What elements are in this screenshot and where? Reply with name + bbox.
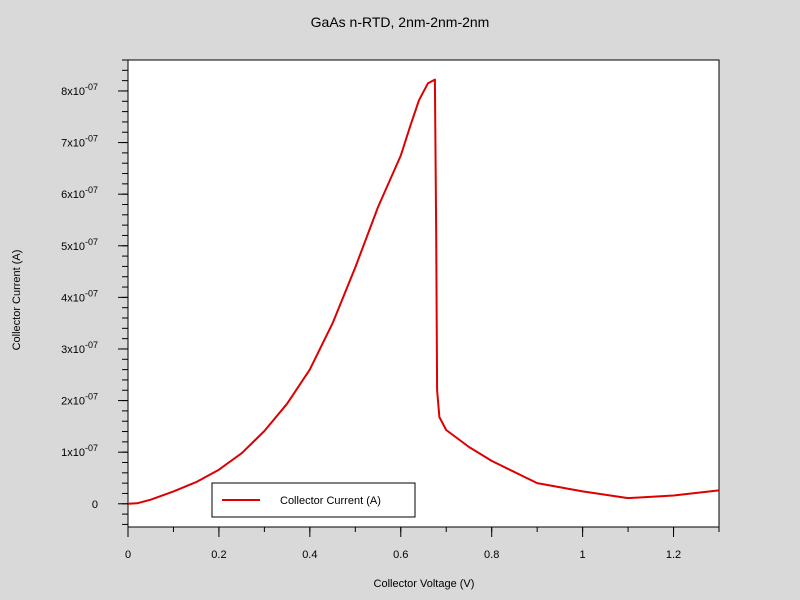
x-tick-label: 0.8: [484, 549, 499, 561]
x-axis: 0 0.2 0.4 0.6 0.8 1 1.2: [125, 527, 720, 561]
y-tick-label: 7x10-07: [61, 134, 98, 150]
x-tick-label: 1.2: [666, 549, 681, 561]
y-axis-label: Collector Current (A): [11, 250, 23, 351]
legend: Collector Current (A): [211, 482, 416, 518]
y-tick-label: 6x10-07: [61, 185, 98, 201]
x-tick-label: 1: [580, 549, 586, 561]
y-tick-label: 1x10-07: [61, 443, 98, 459]
y-tick-label: 4x10-07: [61, 288, 98, 304]
x-tick-label: 0: [125, 549, 131, 561]
plot-area: [127, 59, 720, 528]
y-tick-label: 3x10-07: [61, 340, 98, 356]
y-tick-label: 2x10-07: [61, 392, 98, 408]
series-layer: [128, 78, 719, 505]
y-tick-label: 8x10-07: [61, 82, 98, 98]
y-tick-label: 0: [92, 499, 98, 511]
x-tick-label: 0.2: [211, 549, 226, 561]
x-tick-label: 0.4: [302, 549, 317, 561]
y-tick-label: 5x10-07: [61, 237, 98, 253]
series-line: [128, 78, 719, 505]
x-axis-label: Collector Voltage (V): [374, 578, 475, 590]
legend-label: Collector Current (A): [280, 495, 381, 507]
x-tick-label: 0.6: [393, 549, 408, 561]
y-axis: 0 1x10-07 2x10-07 3x10-07 4x10-07 5x10-07 6x10…: [61, 59, 128, 525]
chart-title: GaAs n-RTD, 2nm-2nm-2nm: [311, 14, 490, 30]
